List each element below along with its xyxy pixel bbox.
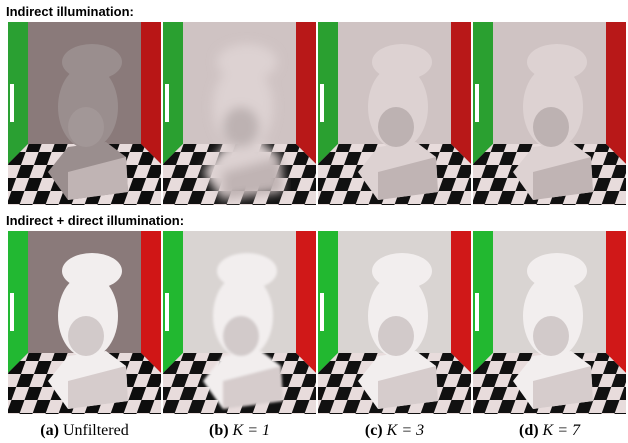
render-image xyxy=(473,231,626,414)
caption: (b)K = 1 xyxy=(163,422,316,440)
render-image xyxy=(163,22,316,205)
render-image xyxy=(163,231,316,414)
row-heading: Indirect + direct illumination: xyxy=(6,213,184,228)
caption-text: K = 3 xyxy=(387,422,424,439)
caption-text: K = 7 xyxy=(543,422,580,439)
row-heading: Indirect illumination: xyxy=(6,4,134,19)
caption-label: (c) xyxy=(365,422,383,439)
caption-label: (a) xyxy=(40,422,59,439)
render-image xyxy=(8,22,161,205)
caption: (c)K = 3 xyxy=(318,422,471,440)
caption-label: (b) xyxy=(209,422,229,439)
caption-label: (d) xyxy=(519,422,539,439)
render-image xyxy=(318,231,471,414)
render-image xyxy=(8,231,161,414)
render-image xyxy=(318,22,471,205)
figure: Indirect illumination: Indirect + direct… xyxy=(0,0,628,443)
render-image xyxy=(473,22,626,205)
caption: (d)K = 7 xyxy=(473,422,626,440)
caption-text: K = 1 xyxy=(233,422,270,439)
caption-text: Unfiltered xyxy=(63,422,129,439)
caption: (a)Unfiltered xyxy=(8,422,161,440)
